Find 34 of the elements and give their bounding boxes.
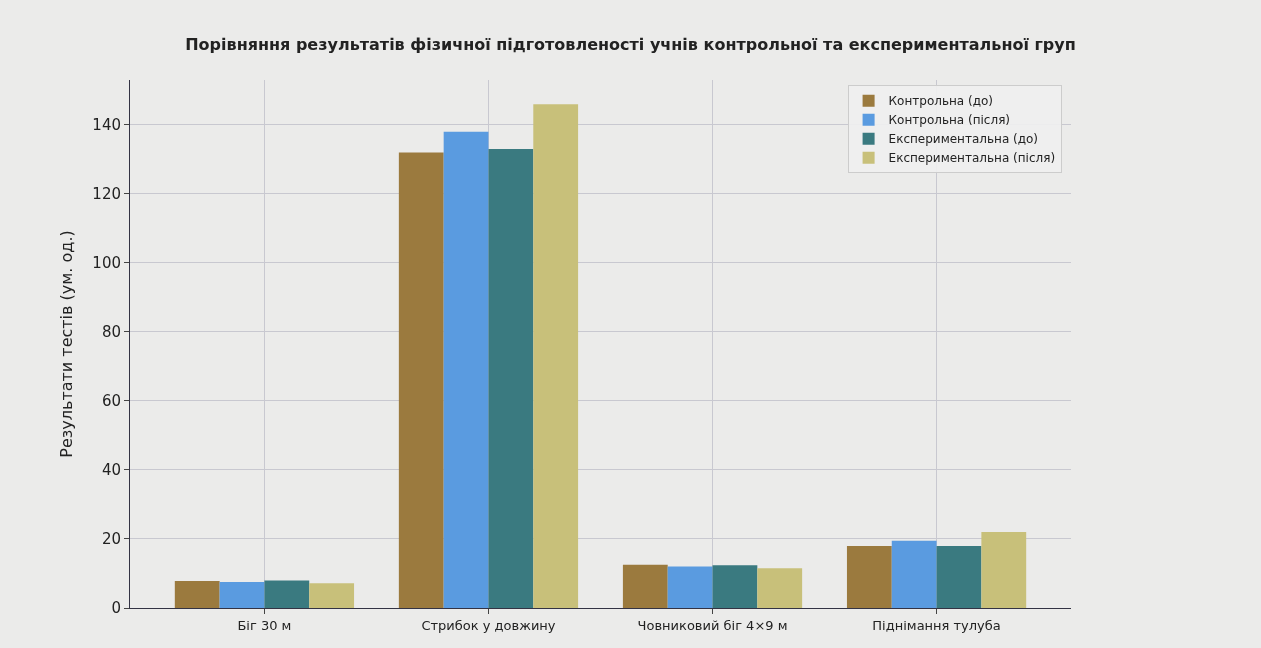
bar <box>622 564 668 608</box>
y-tick-label: 120 <box>92 185 121 204</box>
bar <box>443 131 489 608</box>
bar <box>667 566 713 608</box>
bar <box>309 583 355 608</box>
bar <box>846 545 892 608</box>
y-axis-title: Результати тестів (ум. од.) <box>57 230 77 458</box>
bar <box>398 152 444 608</box>
legend-label: Контрольна (до) <box>888 94 994 109</box>
y-tick-label: 60 <box>101 392 121 411</box>
x-tick-label: Піднімання тулуба <box>872 617 1001 633</box>
x-tick-label: Човниковий біг 4×9 м <box>637 617 788 633</box>
y-tick-label: 40 <box>101 461 121 480</box>
y-tick-label: 140 <box>92 116 121 135</box>
y-tick-label: 20 <box>101 530 121 549</box>
bar <box>891 540 937 608</box>
legend-label: Контрольна (після) <box>888 113 1011 128</box>
y-tick-label: 80 <box>101 323 121 342</box>
bar <box>174 581 220 608</box>
bar <box>757 568 803 608</box>
x-tick-label: Стрибок у довжину <box>421 617 556 633</box>
legend-label: Експериментальна (після) <box>888 151 1056 166</box>
legend-label: Експериментальна (до) <box>888 132 1039 147</box>
bar <box>981 532 1027 608</box>
bar <box>712 565 758 608</box>
y-tick-label: 0 <box>111 599 121 618</box>
chart-title: Порівняння результатів фізичної підготовленості учнів контрольної та експериментальної груп <box>185 35 1076 55</box>
bar <box>533 104 579 608</box>
bar <box>219 582 265 608</box>
x-tick-label: Біг 30 м <box>237 617 292 633</box>
bar <box>488 149 534 608</box>
y-tick-label: 100 <box>92 254 121 273</box>
bar <box>936 545 982 608</box>
bar <box>264 580 310 608</box>
